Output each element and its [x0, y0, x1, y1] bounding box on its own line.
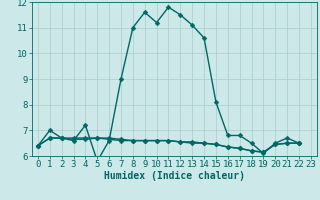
- X-axis label: Humidex (Indice chaleur): Humidex (Indice chaleur): [104, 171, 245, 181]
